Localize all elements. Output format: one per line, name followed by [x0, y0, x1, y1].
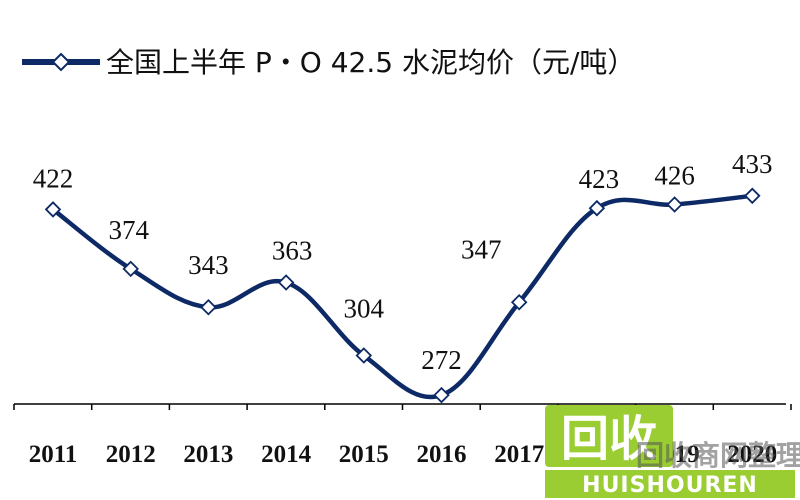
watermark-brand-band	[545, 470, 795, 498]
x-tick-label: 2017	[494, 441, 544, 468]
data-point-marker	[666, 196, 683, 213]
x-tick-label: 2011	[29, 441, 78, 468]
data-point-marker	[744, 187, 761, 205]
watermark-brand-text: HUISHOUREN	[582, 473, 758, 498]
data-label: 272	[421, 345, 462, 375]
x-tick-label: 2016	[417, 441, 467, 468]
x-tick-label: 2015	[339, 441, 389, 468]
x-tick-label: 2020	[727, 441, 777, 468]
data-point-marker	[510, 294, 528, 311]
watermark: 回收 回收商网整理 HUISHOUREN	[545, 405, 800, 498]
data-label: 304	[344, 294, 385, 324]
data-labels: 422 374 343 363 304 272 347 423 426 433	[33, 149, 773, 375]
data-label: 363	[272, 235, 313, 265]
watermark-icon-text: 回收	[561, 411, 657, 467]
data-point-marker	[122, 260, 139, 278]
data-point-marker	[355, 347, 373, 364]
legend: 全国上半年 P・O 42.5 水泥均价（元/吨）	[22, 46, 635, 79]
legend-label: 全国上半年 P・O 42.5 水泥均价（元/吨）	[106, 46, 635, 79]
data-point-marker	[433, 386, 450, 404]
x-tick-label: 2014	[261, 441, 312, 468]
series-group	[44, 187, 761, 404]
data-point-marker	[277, 274, 295, 291]
legend-marker	[51, 52, 71, 72]
watermark-icon	[545, 405, 673, 467]
data-label: 343	[188, 250, 229, 280]
data-point-marker	[200, 298, 217, 316]
x-tick-label: 2013	[183, 441, 233, 468]
series-line	[51, 193, 753, 400]
data-label: 423	[579, 164, 620, 194]
data-point-marker	[44, 201, 62, 218]
data-label: 374	[108, 215, 149, 245]
data-label: 433	[732, 149, 773, 179]
x-axis	[13, 403, 792, 410]
watermark-caption: 回收商网整理	[636, 439, 800, 472]
x-tick-label: 2012	[106, 441, 156, 468]
data-label: 426	[654, 160, 695, 190]
data-label: 422	[33, 163, 74, 193]
data-label: 347	[461, 234, 502, 264]
data-point-marker	[588, 199, 606, 217]
